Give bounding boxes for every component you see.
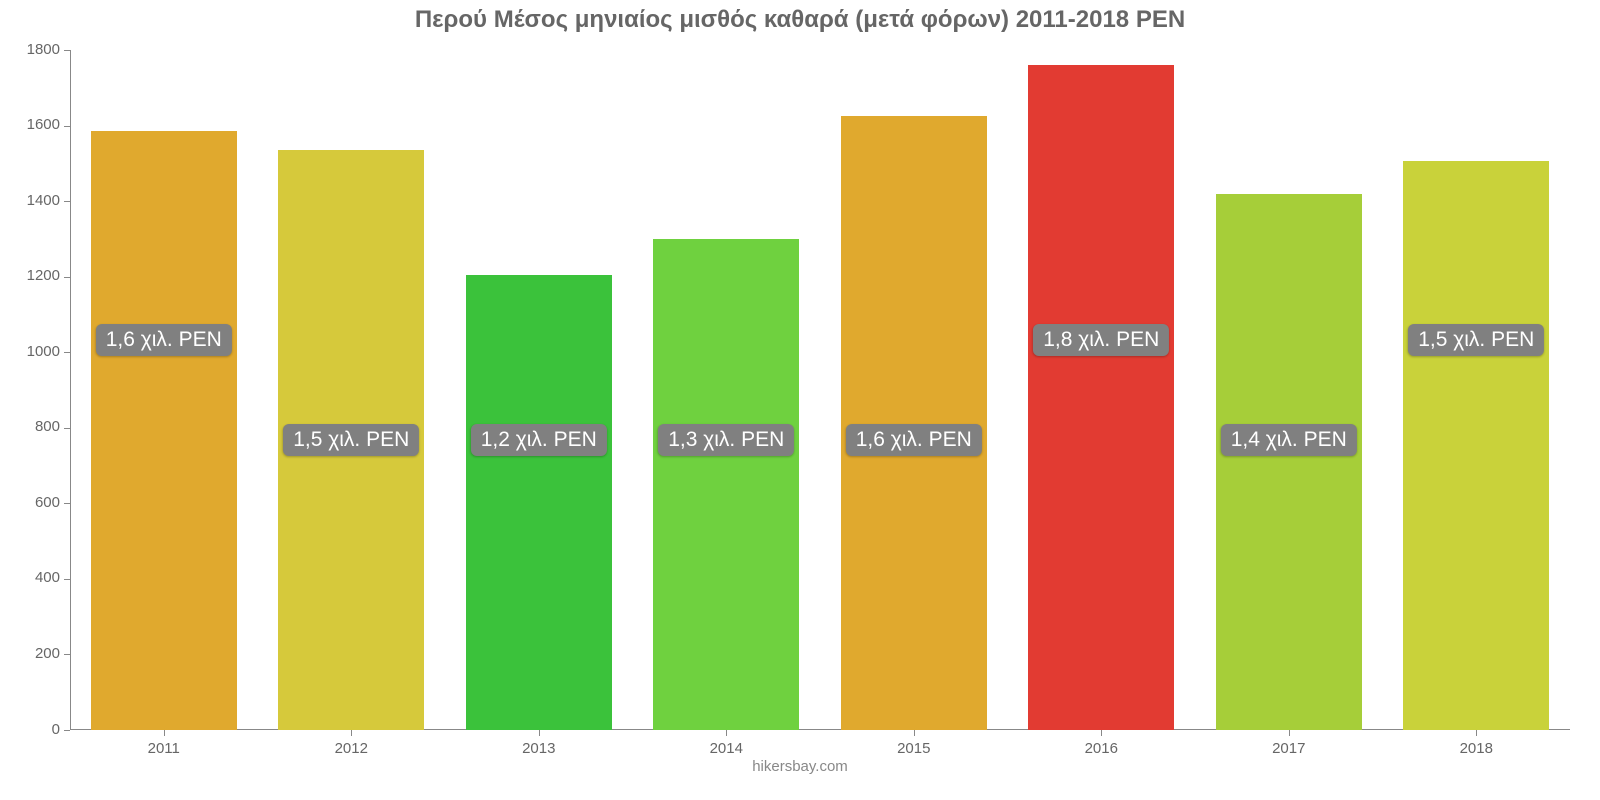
x-tick-mark xyxy=(164,730,165,736)
x-tick-mark xyxy=(726,730,727,736)
y-axis-line xyxy=(70,50,71,730)
y-tick-mark xyxy=(64,503,70,504)
value-badge: 1,3 χιλ. PEN xyxy=(658,424,794,456)
y-tick-mark xyxy=(64,201,70,202)
y-tick-label: 1400 xyxy=(10,192,60,209)
y-tick-mark xyxy=(64,579,70,580)
bar xyxy=(653,239,799,730)
value-badge: 1,2 χιλ. PEN xyxy=(471,424,607,456)
x-tick-label: 2011 xyxy=(70,740,258,757)
y-tick-mark xyxy=(64,50,70,51)
value-badge: 1,6 χιλ. PEN xyxy=(96,324,232,356)
value-badge: 1,5 χιλ. PEN xyxy=(1408,324,1544,356)
plot-area: 02004006008001000120014001600180020111,6… xyxy=(70,50,1570,730)
footer-credit: hikersbay.com xyxy=(0,758,1600,775)
x-tick-label: 2018 xyxy=(1383,740,1571,757)
y-tick-label: 1800 xyxy=(10,41,60,58)
value-badge: 1,5 χιλ. PEN xyxy=(283,424,419,456)
x-tick-label: 2017 xyxy=(1195,740,1383,757)
x-tick-mark xyxy=(914,730,915,736)
y-tick-label: 400 xyxy=(10,569,60,586)
salary-bar-chart: Περού Μέσος μηνιαίος μισθός καθαρά (μετά… xyxy=(0,0,1600,800)
y-tick-label: 1000 xyxy=(10,343,60,360)
x-tick-label: 2014 xyxy=(633,740,821,757)
chart-title: Περού Μέσος μηνιαίος μισθός καθαρά (μετά… xyxy=(0,6,1600,34)
y-tick-label: 1200 xyxy=(10,267,60,284)
value-badge: 1,4 χιλ. PEN xyxy=(1221,424,1357,456)
y-tick-mark xyxy=(64,654,70,655)
y-tick-mark xyxy=(64,126,70,127)
y-tick-label: 200 xyxy=(10,645,60,662)
x-tick-label: 2015 xyxy=(820,740,1008,757)
y-tick-label: 1600 xyxy=(10,116,60,133)
y-tick-mark xyxy=(64,352,70,353)
y-tick-mark xyxy=(64,730,70,731)
y-tick-label: 0 xyxy=(10,721,60,738)
x-tick-mark xyxy=(351,730,352,736)
x-tick-label: 2016 xyxy=(1008,740,1196,757)
x-tick-mark xyxy=(1476,730,1477,736)
x-tick-label: 2012 xyxy=(258,740,446,757)
bar xyxy=(1216,194,1362,730)
x-tick-mark xyxy=(539,730,540,736)
x-tick-mark xyxy=(1101,730,1102,736)
y-tick-mark xyxy=(64,277,70,278)
y-tick-label: 800 xyxy=(10,418,60,435)
bar xyxy=(466,275,612,730)
value-badge: 1,8 χιλ. PEN xyxy=(1033,324,1169,356)
x-tick-mark xyxy=(1289,730,1290,736)
y-tick-mark xyxy=(64,428,70,429)
bar xyxy=(1028,65,1174,730)
x-tick-label: 2013 xyxy=(445,740,633,757)
bar xyxy=(1403,161,1549,730)
y-tick-label: 600 xyxy=(10,494,60,511)
bar xyxy=(91,131,237,730)
value-badge: 1,6 χιλ. PEN xyxy=(846,424,982,456)
